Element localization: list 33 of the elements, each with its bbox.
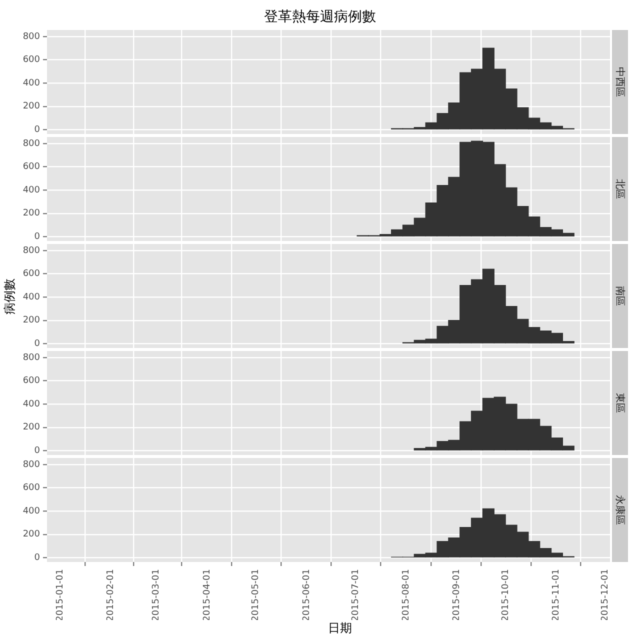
- y-tick-label: 400: [22, 506, 40, 516]
- y-tick-label: 600: [22, 483, 40, 494]
- y-tick-label: 800: [22, 138, 40, 149]
- y-tick-label: 800: [22, 460, 40, 470]
- y-tick-label: 200: [22, 208, 40, 219]
- y-tick-label: 0: [34, 339, 40, 350]
- text: 東區: [613, 393, 626, 413]
- text: 北區: [613, 179, 626, 199]
- text: 永康區: [613, 495, 626, 525]
- text: 南區: [613, 286, 626, 306]
- text: 中西區: [613, 67, 626, 97]
- y-tick-label: 0: [34, 125, 40, 136]
- y-tick-label: 400: [22, 292, 40, 302]
- y-tick-label: 200: [22, 316, 40, 326]
- y-tick-label: 0: [34, 232, 40, 242]
- y-tick-label: 800: [22, 352, 40, 363]
- y-tick-label: 0: [34, 446, 40, 456]
- y-tick-label: 0: [34, 553, 40, 564]
- y-tick-label: 800: [22, 32, 40, 42]
- y-tick-label: 200: [22, 102, 40, 112]
- y-axis-title: 病例數: [2, 278, 18, 314]
- x-axis-title: 日期: [327, 620, 353, 636]
- y-tick-label: 800: [22, 246, 40, 256]
- chart-title: 登革熱每週病例數: [263, 8, 377, 27]
- y-tick-label: 200: [22, 530, 40, 540]
- y-tick-label: 200: [22, 422, 40, 433]
- y-tick-label: 600: [22, 269, 40, 280]
- y-tick-label: 600: [22, 55, 40, 66]
- y-tick-label: 600: [22, 162, 40, 172]
- y-tick-label: 400: [22, 399, 40, 410]
- y-tick-label: 400: [22, 78, 40, 88]
- y-tick-label: 400: [22, 185, 40, 196]
- y-tick-label: 600: [22, 376, 40, 386]
